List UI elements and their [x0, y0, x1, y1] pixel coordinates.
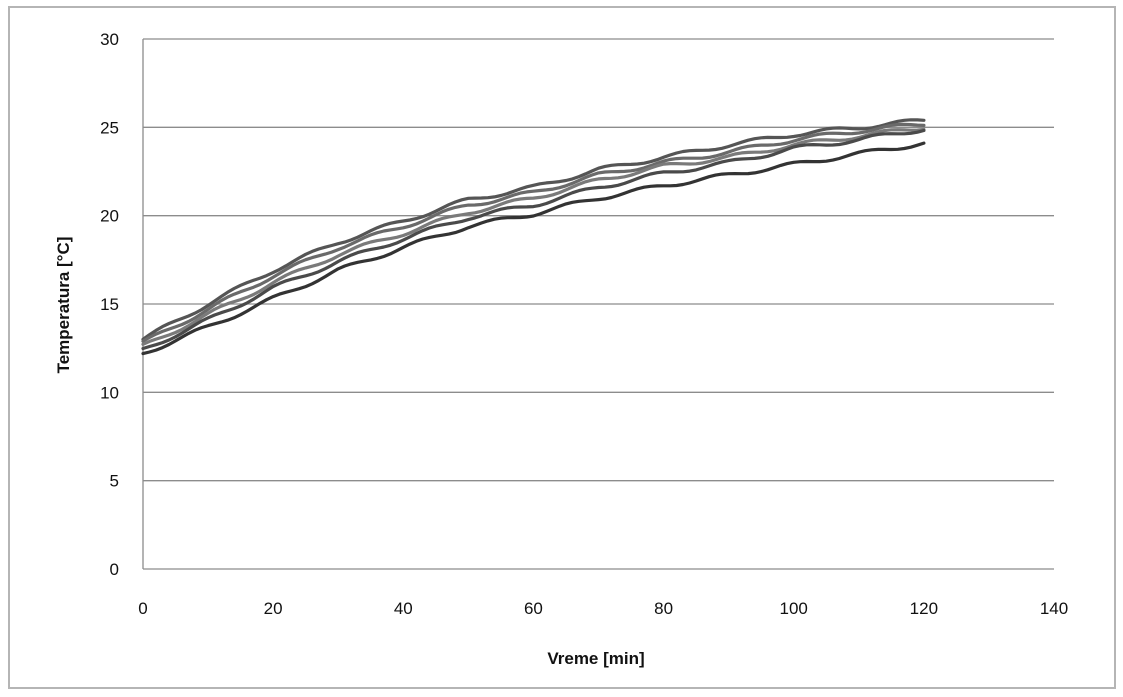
- x-tick-label: 40: [394, 599, 413, 618]
- x-tick-label: 120: [910, 599, 938, 618]
- series-line-1: [141, 118, 926, 341]
- series-line-2: [141, 122, 926, 343]
- y-axis-title: Temperatura [°C]: [54, 237, 73, 374]
- x-tick-label: 60: [524, 599, 543, 618]
- gridlines: [143, 38, 1054, 482]
- y-tick-label: 0: [110, 560, 119, 579]
- y-tick-label: 5: [110, 472, 119, 491]
- series-lines: [141, 118, 926, 356]
- y-tick-label: 20: [100, 207, 119, 226]
- x-tick-label: 100: [780, 599, 808, 618]
- x-tick-label: 140: [1040, 599, 1068, 618]
- x-tick-label: 0: [138, 599, 147, 618]
- x-axis-title: Vreme [min]: [547, 649, 644, 668]
- series-line-5: [141, 141, 926, 356]
- y-tick-labels: 0 5 10 15 20 25 30: [100, 30, 119, 579]
- chart-frame: [8, 6, 1116, 689]
- x-tick-label: 20: [264, 599, 283, 618]
- x-tick-labels: 0 20 40 60 80 100 120 140: [138, 599, 1068, 618]
- series-line-3: [141, 127, 926, 346]
- axes: [142, 39, 1054, 570]
- y-tick-label: 15: [100, 295, 119, 314]
- y-tick-label: 25: [100, 118, 119, 137]
- x-tick-label: 80: [654, 599, 673, 618]
- series-line-4: [141, 128, 926, 351]
- y-tick-label: 30: [100, 30, 119, 49]
- y-tick-label: 10: [100, 383, 119, 402]
